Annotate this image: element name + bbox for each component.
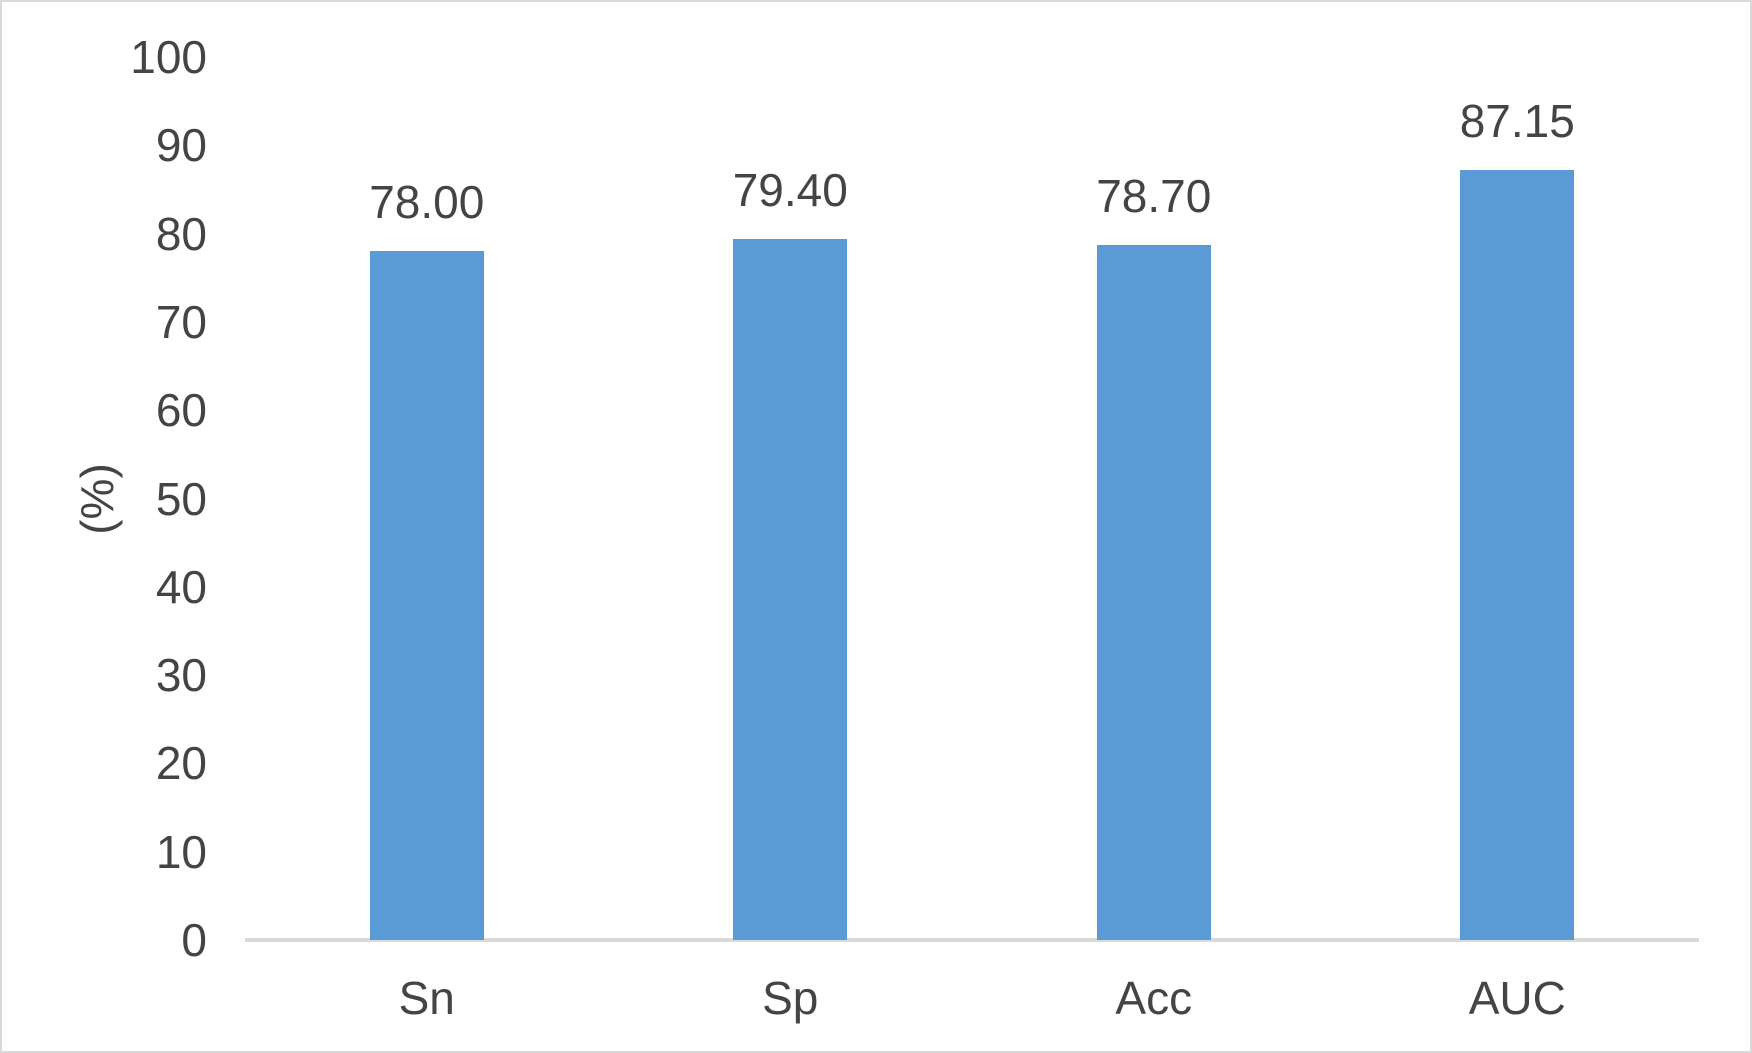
y-tick-label-80: 80 [155,207,207,260]
y-tick-label-70: 70 [155,295,207,348]
bar-value-label-acc: 78.70 [1096,170,1212,223]
y-tick-label-90: 90 [155,119,207,172]
bar-sp [733,238,848,940]
bar-value-label-sn: 78.00 [369,176,485,229]
y-tick-label-30: 30 [155,649,207,702]
x-category-label-sn: Sn [398,972,455,1024]
y-tick-label-0: 0 [181,914,207,966]
x-axis-line [245,938,1699,942]
bar-auc [1460,170,1575,940]
x-category-label-auc: AUC [1468,972,1566,1024]
bar-sn [369,251,484,940]
y-tick-label-20: 20 [155,737,207,790]
y-tick-label-100: 100 [130,31,207,83]
x-category-label-acc: Acc [1115,972,1193,1024]
bar-acc [1096,245,1211,940]
y-tick-label-10: 10 [155,825,207,878]
x-category-label-sp: Sp [762,972,819,1024]
y-tick-label-60: 60 [155,384,207,437]
y-tick-label-50: 50 [155,472,207,525]
y-tick-label-40: 40 [155,560,207,613]
bar-value-label-sp: 79.40 [732,163,848,216]
bar-value-label-auc: 87.15 [1459,95,1575,148]
